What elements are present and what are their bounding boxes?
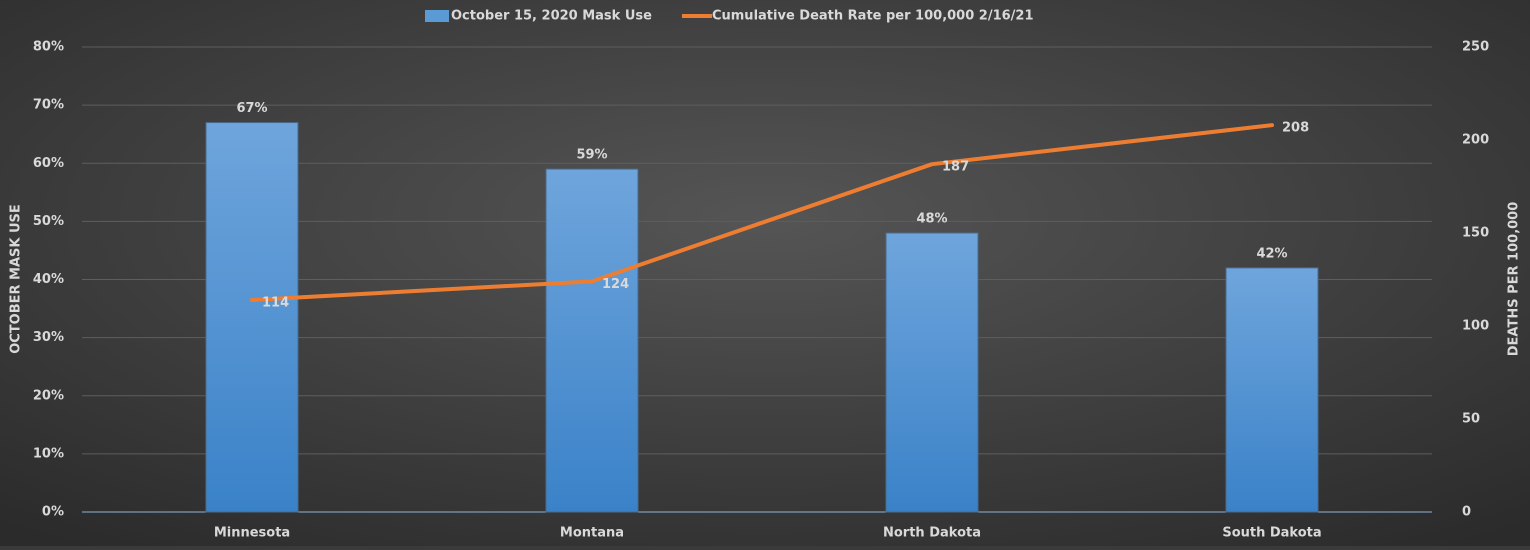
line-value-label: 114 — [262, 295, 289, 310]
line-value-label: 124 — [602, 277, 629, 292]
bar — [1225, 267, 1319, 513]
legend-label: October 15, 2020 Mask Use — [451, 9, 652, 24]
y-tick-label: 0% — [42, 505, 64, 520]
y-tick-label: 40% — [33, 272, 64, 287]
x-tick-label: South Dakota — [1222, 526, 1321, 541]
y-tick-label: 50% — [33, 214, 64, 229]
bar — [885, 232, 979, 513]
line-value-label: 187 — [942, 160, 969, 175]
bar-value-label: 42% — [1256, 246, 1287, 261]
y-tick-label: 60% — [33, 156, 64, 171]
y2-tick-label: 150 — [1462, 226, 1489, 241]
line-value-label: 208 — [1282, 121, 1309, 136]
x-tick-label: Montana — [560, 526, 624, 541]
y-tick-label: 10% — [33, 446, 64, 461]
y2-axis-title: DEATHS PER 100,000 — [1507, 202, 1522, 357]
legend-label: Cumulative Death Rate per 100,000 2/16/2… — [712, 9, 1034, 24]
bar-value-label: 67% — [236, 101, 267, 116]
x-tick-label: North Dakota — [883, 526, 981, 541]
y-tick-label: 30% — [33, 330, 64, 345]
legend-swatch — [425, 10, 449, 22]
y2-tick-label: 0 — [1462, 505, 1471, 520]
y-tick-label: 70% — [33, 98, 64, 113]
bar — [545, 168, 639, 513]
bar-value-label: 48% — [916, 212, 947, 227]
y-axis-title: OCTOBER MASK USE — [9, 204, 24, 354]
bar-value-label: 59% — [576, 148, 607, 163]
y2-tick-label: 250 — [1462, 40, 1489, 55]
bar — [205, 122, 299, 513]
y-tick-label: 20% — [33, 388, 64, 403]
y2-tick-label: 200 — [1462, 133, 1489, 148]
y2-tick-label: 50 — [1462, 412, 1480, 427]
y-tick-label: 80% — [33, 40, 64, 55]
line — [250, 123, 1274, 302]
x-tick-label: Minnesota — [214, 526, 290, 541]
y2-tick-label: 100 — [1462, 319, 1489, 334]
